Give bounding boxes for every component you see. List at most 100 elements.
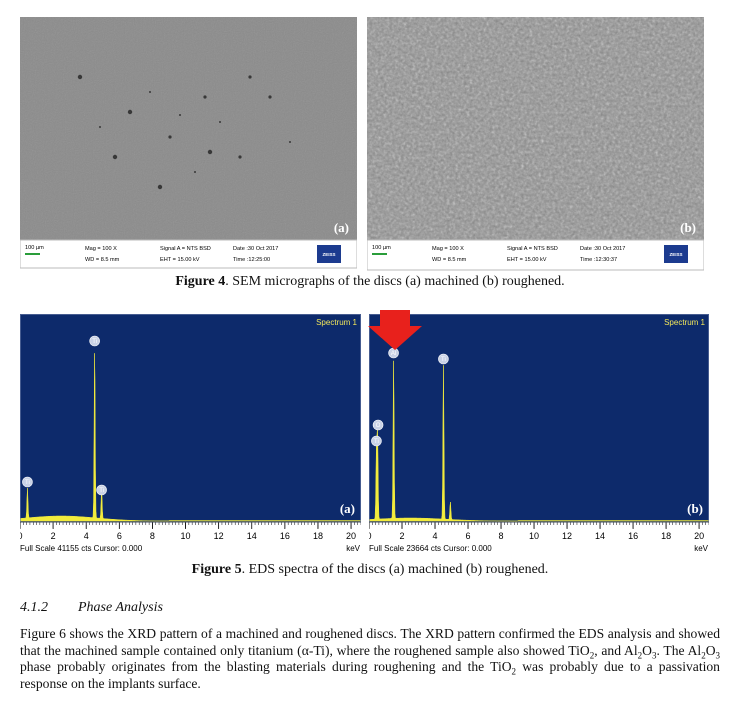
spectrum-name: Spectrum 1: [664, 318, 705, 327]
subscript: 3: [651, 650, 657, 661]
panel-label: (b): [687, 501, 703, 516]
x-tick-label: 18: [661, 531, 671, 541]
subscript: 2: [701, 650, 706, 661]
full-scale: Full Scale 23664 cts Cursor: 0.000: [369, 544, 492, 553]
eds-spectrum-b: Spectrum 1 O Ti Al Ti (b) 0 2 4 6 8 10 12 14 16 18 20 Ful…: [369, 314, 709, 553]
pore: [203, 95, 207, 99]
info-wd: WD = 8.5 mm: [432, 257, 467, 263]
sem-micrograph-a: (a) 100 µm Mag = 100 X WD = 8.5 mm Signal A …: [20, 17, 357, 269]
scale-text: 100 µm: [25, 245, 44, 251]
x-tick-label: 16: [280, 531, 290, 541]
peak-label: Ti: [92, 339, 97, 345]
caption-label: Figure 4: [175, 274, 226, 289]
info-date: Date :30 Oct 2017: [233, 246, 278, 252]
x-tick-label: 18: [313, 531, 323, 541]
x-tick-label: 4: [433, 531, 438, 541]
pore: [179, 114, 181, 116]
pore: [219, 121, 221, 123]
info-time: Time :12:30:37: [580, 257, 617, 263]
info-mag: Mag = 100 X: [85, 246, 117, 252]
info-wd: WD = 8.5 mm: [85, 257, 120, 263]
peak-label: Ti: [441, 357, 446, 363]
peak-label: O: [376, 423, 381, 429]
frame: [369, 314, 709, 523]
x-tick-label: 14: [247, 531, 257, 541]
peak-marker: [371, 435, 382, 447]
info-mag: Mag = 100 X: [432, 246, 464, 252]
x-tick-label: 4: [84, 531, 89, 541]
caption-text: . EDS spectra of the discs (a) machined …: [241, 562, 549, 577]
peak-label: Al: [391, 351, 396, 357]
section-title: Phase Analysis: [78, 600, 163, 615]
peak-label: Ti: [374, 439, 379, 445]
peak-label: Ti: [99, 488, 104, 494]
spectrum-name: Spectrum 1: [316, 318, 357, 327]
subscript: 2: [637, 650, 643, 661]
red-arrow: [368, 310, 422, 350]
peak-marker: [438, 353, 449, 365]
peak-marker: [372, 419, 384, 431]
x-tick-label: 6: [466, 531, 471, 541]
pore: [112, 154, 118, 160]
pore: [238, 155, 242, 159]
image-texture: [20, 17, 357, 240]
x-tick-label: 20: [346, 531, 356, 541]
logo-box: [664, 245, 688, 263]
pore: [127, 109, 133, 115]
figure-caption: Figure 4. SEM micrographs of the discs (…: [0, 274, 740, 290]
peak-marker: [89, 335, 100, 347]
pore: [99, 126, 101, 128]
info-eht: EHT = 15.00 kV: [160, 257, 200, 263]
pore: [77, 74, 83, 80]
caption-label: Figure 5: [191, 562, 242, 577]
x-tick-label: 10: [529, 531, 539, 541]
paragraph: Figure 6 shows the XRD pattern of a mach…: [20, 626, 720, 692]
subscript: 2: [511, 666, 517, 677]
text: O: [705, 642, 716, 658]
sem-micrograph-b: (b) 100 µm Mag = 100 X WD = 8.5 mm Signal A …: [367, 17, 704, 271]
peak-marker: [96, 484, 107, 496]
panel-label: (a): [334, 220, 349, 235]
x-tick-label: 2: [51, 531, 56, 541]
x-tick-label: 8: [150, 531, 155, 541]
section-number: 4.1.2: [20, 600, 48, 615]
text: O: [642, 642, 652, 658]
figure-caption: Figure 5. EDS spectra of the discs (a) m…: [0, 562, 740, 578]
x-tick-label: 20: [694, 531, 704, 541]
info-bar: [20, 239, 357, 269]
x-tick-label: 0: [369, 531, 372, 541]
info-signal: Signal A = NTS BSD: [507, 246, 558, 252]
pore: [168, 135, 172, 139]
info-signal: Signal A = NTS BSD: [160, 246, 211, 252]
x-tick-label: 12: [562, 531, 572, 541]
subscript: 3: [715, 650, 721, 661]
x-tick-label: 10: [181, 531, 191, 541]
pore: [207, 149, 213, 155]
spectrum: [20, 353, 361, 522]
x-tick-label: 16: [628, 531, 638, 541]
panel-label: (b): [680, 220, 696, 235]
info-bar: [367, 239, 704, 271]
text: , and Al: [594, 642, 638, 658]
text: was probably due to a passivation respon…: [20, 659, 720, 691]
x-tick-label: 8: [499, 531, 504, 541]
pore: [289, 141, 291, 143]
spectrum: [369, 360, 709, 522]
section-heading: 4.1.2 Phase Analysis: [20, 600, 163, 616]
text: Figure 6 shows the XRD pattern of a mach…: [20, 626, 720, 658]
logo-box: [317, 245, 341, 263]
unit: keV: [346, 544, 360, 553]
scale-text: 100 µm: [372, 245, 391, 251]
pore: [149, 91, 151, 93]
plot-background: [20, 314, 361, 522]
frame: [20, 314, 361, 523]
plot-background: [369, 314, 709, 522]
full-scale: Full Scale 41155 cts Cursor: 0.000: [20, 544, 143, 553]
panel-label: (a): [340, 501, 355, 516]
info-date: Date :30 Oct 2017: [580, 246, 625, 252]
logo: ZEISS: [322, 252, 335, 257]
eds-spectrum-a: Spectrum 1 Ti Ti Ti (a) 0 2 4 6 8 10 12 14 16 18 20 Full…: [20, 314, 361, 553]
unit: keV: [694, 544, 708, 553]
caption-text: . SEM micrographs of the discs (a) machi…: [225, 274, 565, 289]
